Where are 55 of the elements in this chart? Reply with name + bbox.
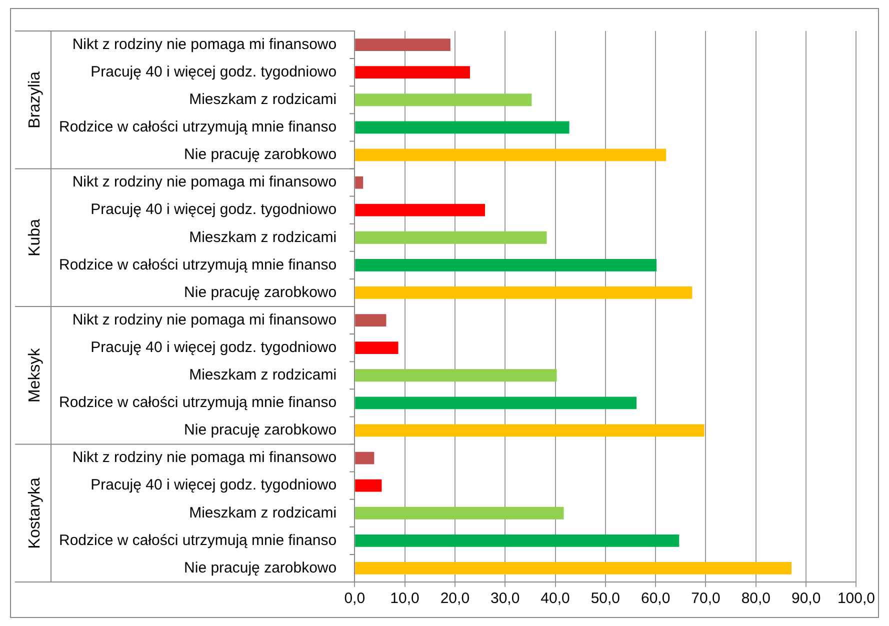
x-tick-label: 40,0 [540,590,570,608]
bar [355,66,470,79]
x-tick-label: 90,0 [791,590,821,608]
y-tick-label: Nikt z rodziny nie pomaga mi finansowo [72,449,337,466]
bar [355,369,557,382]
bar [355,231,547,244]
y-tick-label: Nie pracuję zarobkowo [184,559,337,576]
text: Kuba [26,218,44,256]
bar [355,506,564,520]
y-tick-label: Nie pracuję zarobkowo [184,422,337,439]
text: Brazylia [26,71,44,128]
bar [355,396,637,410]
y-tick-label: Mieszkam z rodzicami [189,504,337,522]
x-tick-label: 100,0 [837,590,876,608]
y-tick-label: Nie pracuję zarobkowo [184,146,337,164]
x-tick-label: 0,0 [344,590,366,608]
y-tick-label: Mieszkam z rodzicami [189,91,337,108]
bar [355,424,704,437]
x-tick-label: 20,0 [440,590,470,608]
bar [355,176,364,189]
x-tick-label: 50,0 [590,590,620,608]
x-tick-label: 80,0 [741,590,771,608]
x-tick-label: 70,0 [691,590,720,608]
bar [355,148,666,162]
bar [355,286,692,299]
y-tick-label: Nikt z rodziny nie pomaga mi finansowo [72,36,337,53]
y-tick-label: Nie pracuję zarobkowo [184,284,337,301]
bar [355,452,374,464]
y-tick-label: Pracuję 40 i więcej godz. tygodniowo [90,201,337,218]
text: Kostaryka [26,477,44,549]
bar [355,38,450,51]
y-tick-label: Nikt z rodziny nie pomaga mi finansowo [72,174,337,191]
x-tick-label: 30,0 [490,590,520,608]
y-tick-label: Mieszkam z rodzicami [189,228,337,246]
bar [355,121,570,134]
y-tick-label: Pracuję 40 i więcej godz. tygodniowo [90,476,337,494]
x-tick-label: 60,0 [640,590,670,608]
y-tick-label: Pracuję 40 i więcej godz. tygodniowo [90,63,337,80]
bar [355,562,792,574]
bar [355,479,382,492]
y-tick-label: Pracuję 40 i więcej godz. tygodniowo [90,338,337,356]
bar [355,342,398,354]
y-tick-label: Rodzice w całości utrzymują mnie finanso [58,532,337,549]
y-tick-label: Rodzice w całości utrzymują mnie finanso [58,118,337,136]
bar [355,204,486,216]
y-tick-label: Mieszkam z rodzicami [189,366,337,384]
x-tick-label: 10,0 [390,590,420,608]
y-tick-label: Rodzice w całości utrzymują mnie finanso [58,256,337,274]
y-tick-label: Rodzice w całości utrzymują mnie finanso [58,394,337,412]
text: Meksyk [26,347,44,402]
bar [355,534,680,547]
bar [355,94,532,106]
bar [355,314,386,326]
y-tick-label: Nikt z rodziny nie pomaga mi finansowo [72,311,337,328]
bar [355,258,657,272]
